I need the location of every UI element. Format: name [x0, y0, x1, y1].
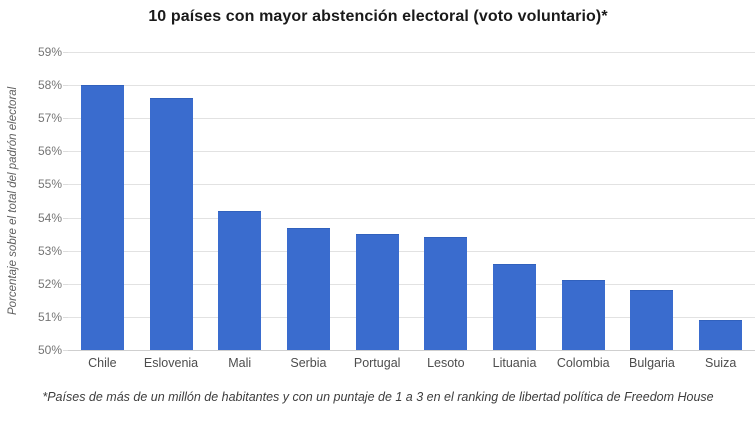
y-tick-label: 53%	[37, 243, 62, 258]
x-tick-label: Serbia	[290, 356, 327, 370]
gridline	[68, 184, 755, 186]
y-tick-label: 57%	[37, 111, 62, 126]
y-axis-title: Porcentaje sobre el total del padrón ele…	[7, 86, 19, 316]
gridline	[68, 151, 755, 153]
x-tick-label: Portugal	[353, 356, 401, 370]
y-tick-mark	[63, 52, 68, 53]
y-tick-label: 55%	[37, 177, 62, 192]
y-tick-label: 51%	[37, 309, 62, 324]
bar-lesoto	[424, 237, 468, 350]
gridline	[68, 118, 755, 120]
y-tick-mark	[63, 151, 68, 153]
bar-suiza	[699, 320, 743, 350]
chart-footnote: *Países de más de un millón de habitante…	[42, 390, 714, 404]
y-tick-mark	[63, 283, 68, 285]
x-tick-label: Eslovenia	[143, 356, 199, 370]
x-tick-label: Bulgaria	[629, 356, 675, 370]
y-tick-mark	[63, 85, 68, 87]
x-axis-baseline	[68, 350, 755, 351]
bar-portugal	[355, 234, 399, 350]
y-tick-mark	[63, 184, 68, 186]
x-tick-label: Mali	[228, 356, 252, 370]
plot-area	[63, 52, 755, 351]
x-tick-label: Chile	[88, 356, 117, 370]
chart-title: 10 países con mayor abstención electoral…	[148, 8, 608, 25]
gridline	[68, 250, 755, 252]
bar-mali	[218, 210, 262, 350]
y-tick-label: 58%	[37, 78, 62, 93]
y-tick-mark	[63, 250, 68, 252]
x-tick-label: Suiza	[705, 356, 737, 370]
bar-colombia	[561, 280, 605, 350]
y-tick-label: 59%	[37, 45, 62, 59]
gridline	[68, 217, 755, 219]
x-tick-label: Lituania	[492, 356, 537, 370]
y-tick-mark	[63, 350, 68, 351]
y-tick-label: 52%	[37, 276, 62, 291]
bar-chile	[80, 85, 124, 350]
gridline	[68, 85, 755, 87]
gridline	[68, 52, 755, 53]
y-tick-mark	[63, 316, 68, 318]
y-tick-label: 56%	[37, 144, 62, 159]
y-tick-mark	[63, 217, 68, 219]
y-tick-label: 50%	[37, 343, 62, 357]
bar-lituania	[493, 263, 537, 350]
y-tick-label: 54%	[37, 210, 62, 225]
bar-eslovenia	[149, 98, 193, 350]
gridline	[68, 316, 755, 318]
x-tick-label: Lesoto	[427, 356, 465, 370]
x-tick-label: Colombia	[556, 356, 610, 370]
bar-bulgaria	[630, 290, 674, 350]
bar-serbia	[286, 227, 330, 350]
y-tick-mark	[63, 118, 68, 120]
gridline	[68, 283, 755, 285]
